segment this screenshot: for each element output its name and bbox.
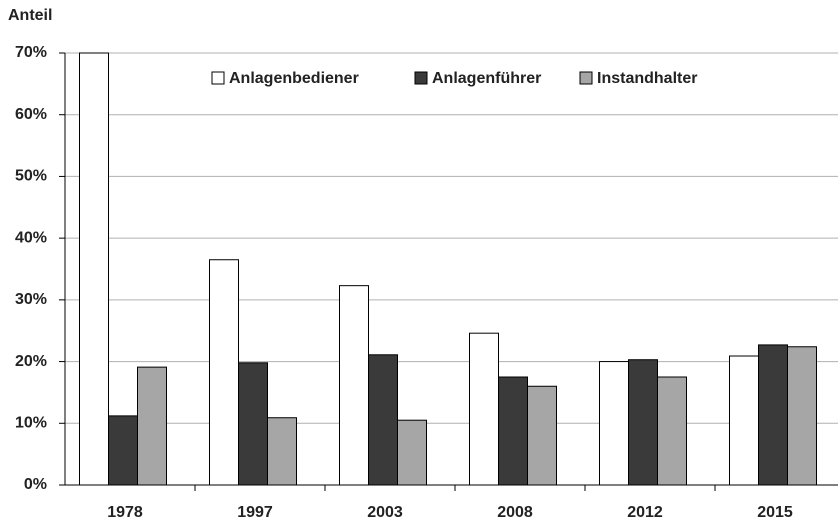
bar: [368, 354, 398, 486]
y-tick-label: 20%: [15, 353, 47, 370]
x-tick-label: 2012: [627, 504, 663, 521]
y-tick-label: 40%: [15, 229, 47, 246]
bar: [657, 376, 687, 486]
y-tick-label: 10%: [15, 415, 47, 432]
bar: [238, 362, 268, 486]
legend-label: Instandhalter: [597, 70, 697, 87]
legend-label: Anlagenbediener: [229, 70, 359, 87]
y-tick-label: 60%: [15, 106, 47, 123]
bar: [758, 344, 788, 486]
legend-label: Anlagenführer: [432, 70, 541, 87]
bar: [209, 259, 239, 486]
x-tick-label: 2015: [757, 504, 793, 521]
x-tick-label: 1978: [107, 504, 143, 521]
bar: [599, 361, 629, 486]
bar: [108, 415, 138, 486]
x-tick-label: 2008: [497, 504, 533, 521]
bar: [397, 419, 427, 486]
bar: [628, 359, 658, 486]
y-tick-label: 30%: [15, 291, 47, 308]
y-tick-label: 70%: [15, 44, 47, 61]
bar: [79, 52, 109, 486]
bar: [729, 355, 759, 486]
x-tick-label: 2003: [367, 504, 403, 521]
bar: [469, 332, 499, 486]
x-tick-label: 1997: [237, 504, 273, 521]
y-tick-label: 50%: [15, 168, 47, 185]
bar: [787, 346, 817, 486]
y-axis-label: Anteil: [8, 7, 52, 24]
bar: [137, 366, 167, 486]
legend-swatch: [414, 71, 428, 85]
bar: [339, 285, 369, 486]
legend-swatch: [211, 71, 225, 85]
legend-swatch: [579, 71, 593, 85]
y-tick-label: 0%: [24, 476, 47, 493]
bar: [267, 417, 297, 486]
bar: [498, 376, 528, 486]
bar: [527, 385, 557, 486]
